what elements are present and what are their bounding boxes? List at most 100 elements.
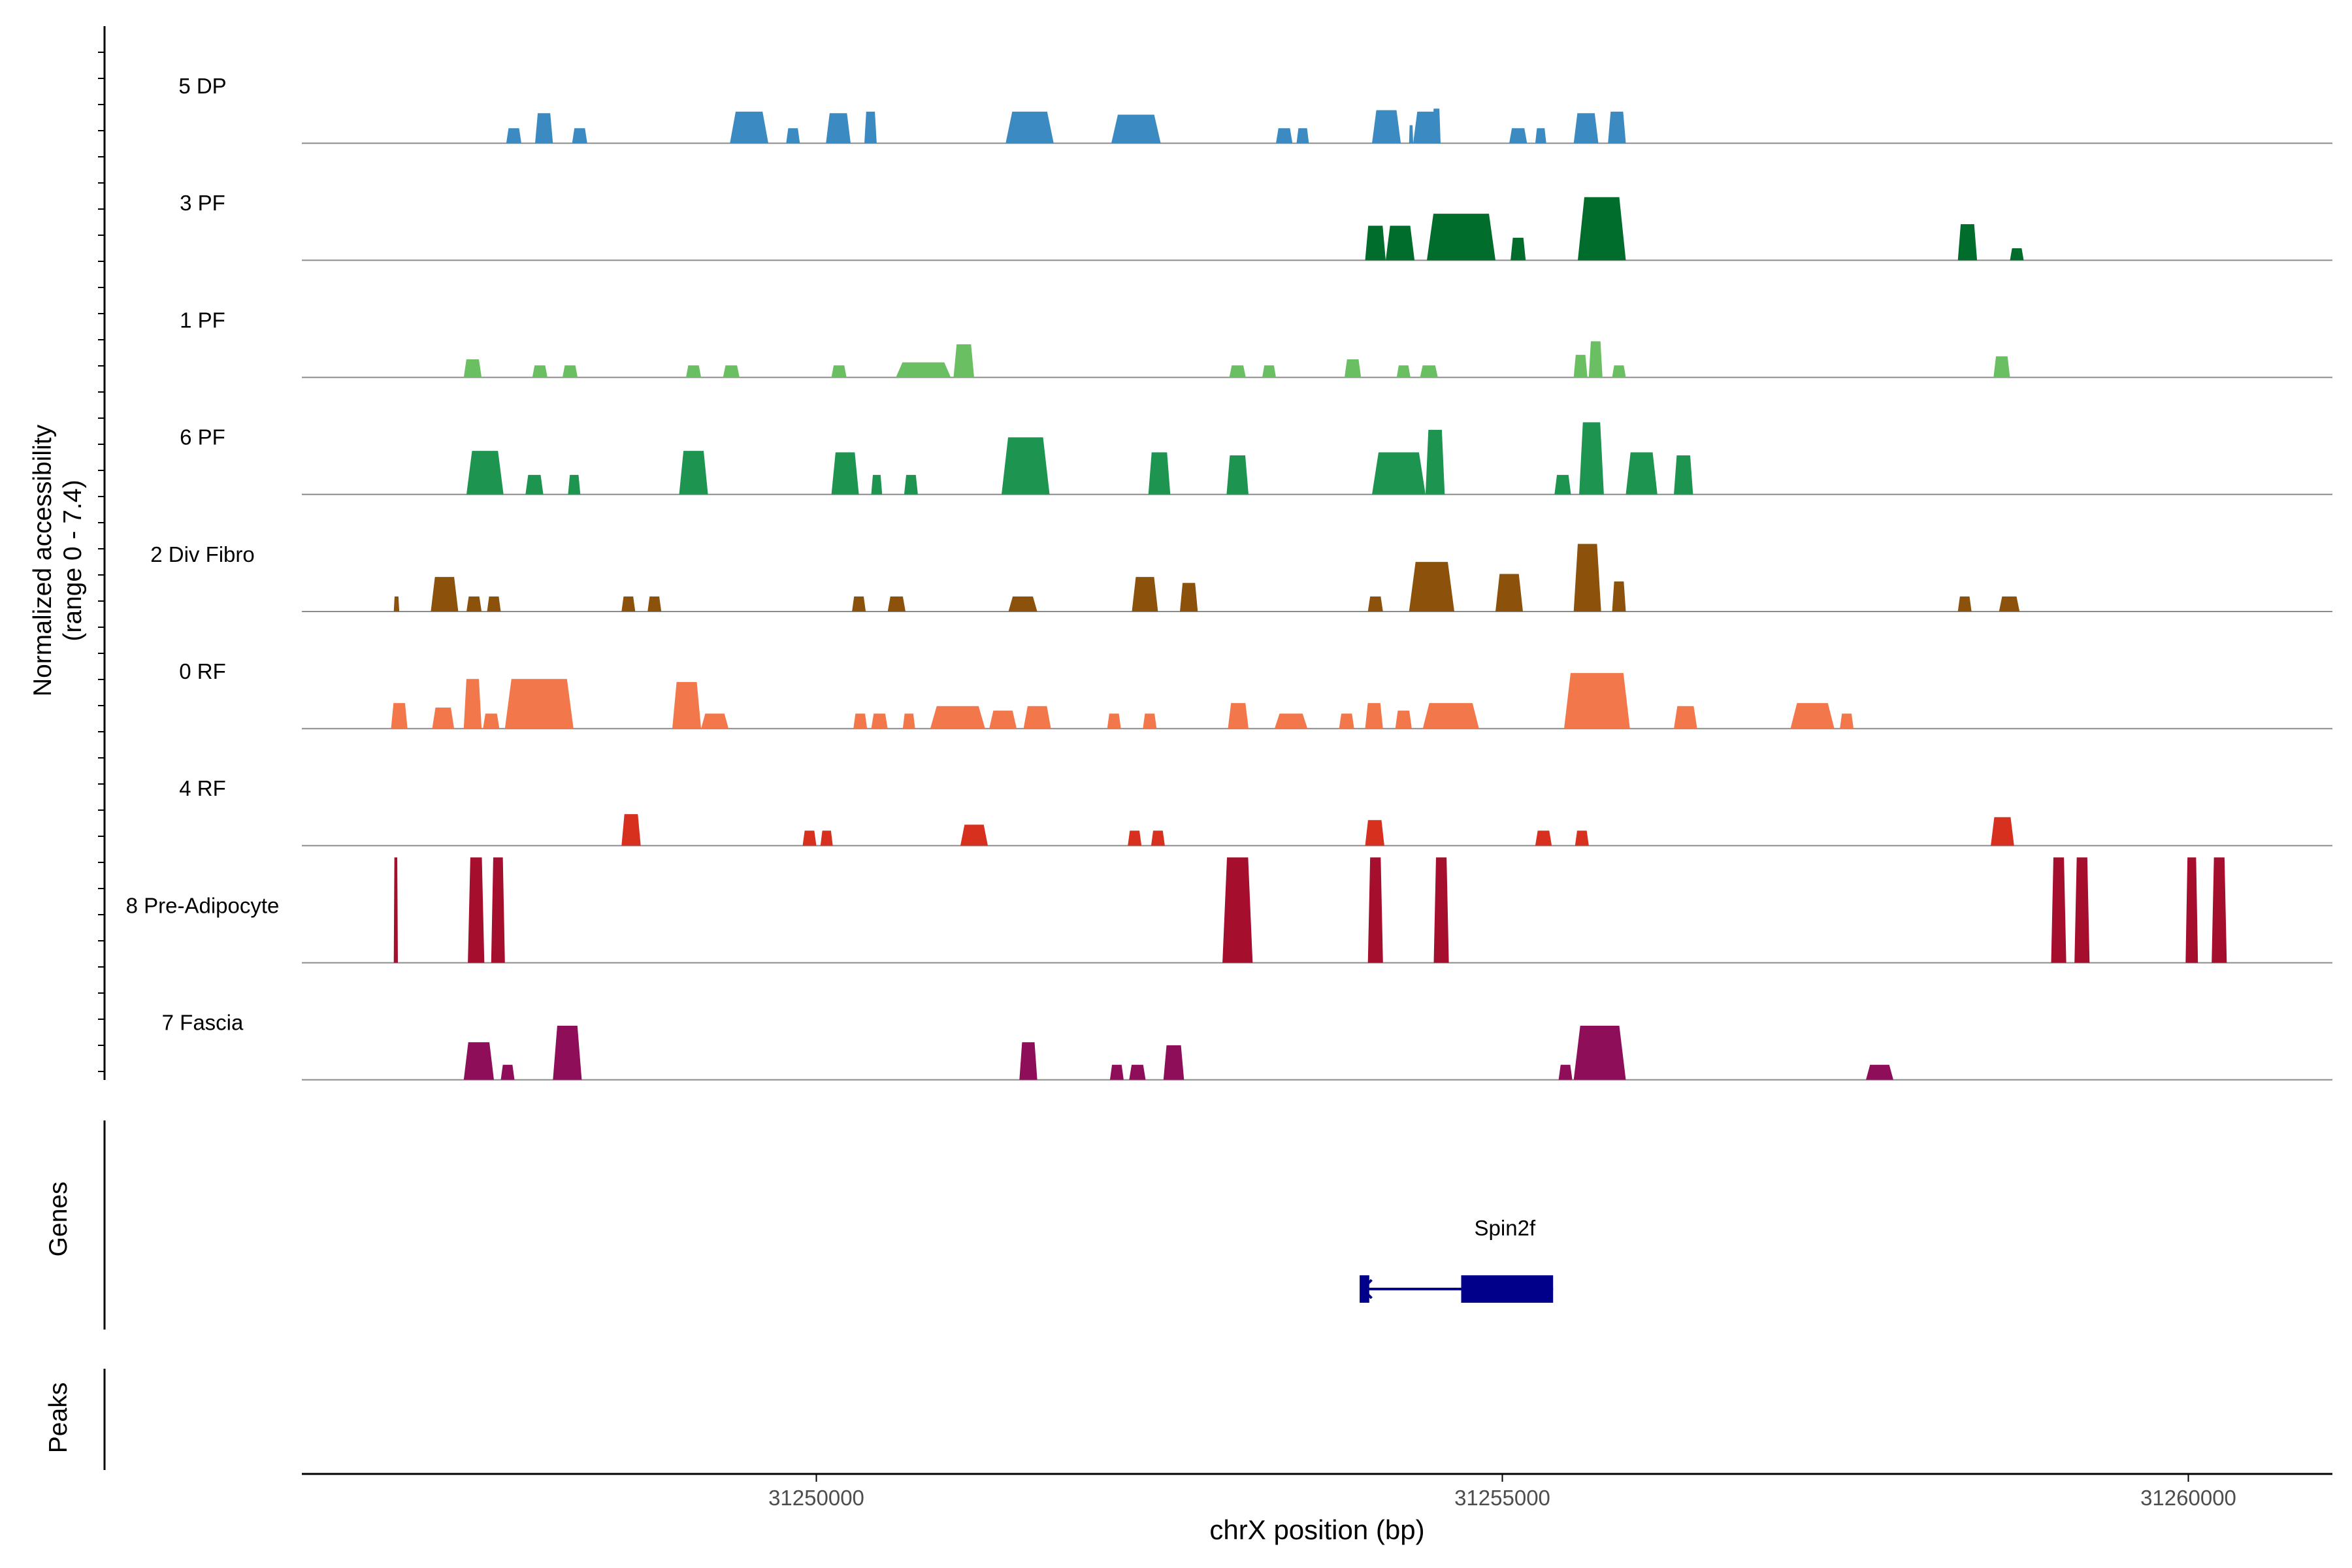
coverage-peak [525, 474, 544, 495]
coverage-peak [1274, 713, 1308, 729]
x-axis-title: chrX position (bp) [1209, 1514, 1424, 1545]
coverage-peak [647, 596, 662, 612]
coverage-peak [1790, 703, 1835, 729]
gene-exon [1461, 1275, 1554, 1303]
coverage-peak [1573, 113, 1599, 144]
track-label: 3 PF [180, 191, 225, 215]
gene-label: Spin2f [1475, 1216, 1536, 1240]
track-6-pf: 6 PF [180, 422, 2332, 495]
coverage-peak [1420, 365, 1438, 378]
x-tick-label: 31250000 [768, 1486, 864, 1510]
coverage-peak [960, 825, 988, 846]
coverage-peak [553, 1025, 582, 1080]
coverage-peak [1365, 820, 1384, 846]
coverage-peak [1409, 562, 1454, 612]
coverage-peak [2010, 248, 2024, 261]
coverage-peak [483, 713, 500, 729]
coverage-peak [1575, 830, 1589, 846]
coverage-peak [904, 474, 918, 495]
x-tick-label: 31255000 [1454, 1486, 1550, 1510]
coverage-peak [1005, 111, 1054, 144]
coverage-peak [1578, 197, 1626, 261]
coverage-peak [852, 596, 866, 612]
coverage-peak [887, 596, 906, 612]
coverage-peak [1422, 703, 1479, 729]
coverage-peak [1427, 214, 1495, 261]
coverage-peak [730, 111, 768, 144]
coverage-peak [989, 710, 1017, 729]
coverage-peak [802, 830, 817, 846]
x-axis: 31250000 31255000 31260000 [302, 1473, 2332, 1510]
coverage-peak [1148, 452, 1171, 495]
coverage-peak [563, 365, 578, 378]
track-label: 1 PF [180, 308, 225, 332]
y-axis-title-line2: (range 0 - 7.4) [59, 480, 87, 641]
coverage-peak [1222, 857, 1253, 963]
track-label: 5 DP [178, 74, 226, 98]
coverage-peak [487, 596, 501, 612]
track-4-rf: 4 RF [179, 776, 2332, 847]
coverage-peak [1296, 128, 1309, 144]
coverage-peak [535, 113, 553, 144]
coverage-peak [686, 365, 702, 378]
track-3-pf: 3 PF [180, 191, 2332, 261]
coverage-peak [930, 706, 985, 729]
coverage-peak [902, 713, 915, 729]
peaks-panel-label: Peaks [44, 1382, 73, 1453]
coverage-peak [1276, 128, 1293, 144]
coverage-peak [568, 474, 581, 495]
track-5-dp: 5 DP [178, 74, 2332, 144]
coverage-peak [1674, 455, 1693, 495]
coverage-peak [2212, 857, 2227, 963]
plot-frame [98, 26, 106, 1080]
coverage-peak [1019, 1042, 1037, 1080]
coverage-peak [504, 679, 574, 729]
gene-exon [1360, 1275, 1369, 1303]
coverage-peak [506, 128, 521, 144]
coverage-peak [1226, 455, 1249, 495]
coverage-peak [463, 679, 482, 729]
coverage-peak [871, 474, 883, 495]
coverage-peak [1608, 111, 1626, 144]
coverage-peak [1509, 128, 1527, 144]
coverage-peak [1840, 713, 1854, 729]
coverage-peak [1535, 128, 1546, 144]
track-1-pf: 1 PF [180, 308, 2332, 378]
coverage-peak [2185, 857, 2198, 963]
coverage-peak [1143, 713, 1157, 729]
coverage-peak [1866, 1064, 1893, 1080]
coverage-peak [1262, 365, 1276, 378]
coverage-peak [831, 365, 847, 378]
track-8-pre-adipocyte: 8 Pre-Adipocyte [126, 857, 2332, 964]
coverage-peak [621, 814, 641, 846]
track-label: 0 RF [179, 659, 226, 683]
coverage-peak [468, 857, 485, 963]
track-label: 7 Fascia [162, 1011, 244, 1035]
coverage-peak [853, 713, 868, 729]
coverage-peak [532, 365, 547, 378]
coverage-peak [953, 344, 974, 378]
coverage-peak [672, 681, 702, 729]
coverage-peak [572, 128, 587, 144]
coverage-peak [1367, 857, 1383, 963]
coverage-peak [1495, 574, 1523, 612]
coverage-peak [871, 713, 888, 729]
coverage-peak [431, 577, 459, 612]
coverage-peak [1573, 355, 1588, 378]
coverage-peak [1367, 596, 1383, 612]
coverage-peak [1573, 544, 1601, 612]
coverage-peak [1579, 422, 1604, 495]
coverage-peak [432, 707, 455, 729]
coverage-peak [2074, 857, 2090, 963]
coverage-peak [1535, 830, 1552, 846]
coverage-peak [1365, 703, 1383, 729]
track-0-rf: 0 RF [179, 659, 2332, 730]
coverage-peak [1409, 125, 1413, 144]
coverage-peak [1573, 1025, 1626, 1080]
coverage-peak [831, 452, 859, 495]
coverage-peak [820, 830, 833, 846]
coverage-peak [896, 362, 951, 378]
coverage-peak [1432, 108, 1441, 144]
coverage-peak [1180, 583, 1198, 612]
coverage-peak [1612, 365, 1626, 378]
